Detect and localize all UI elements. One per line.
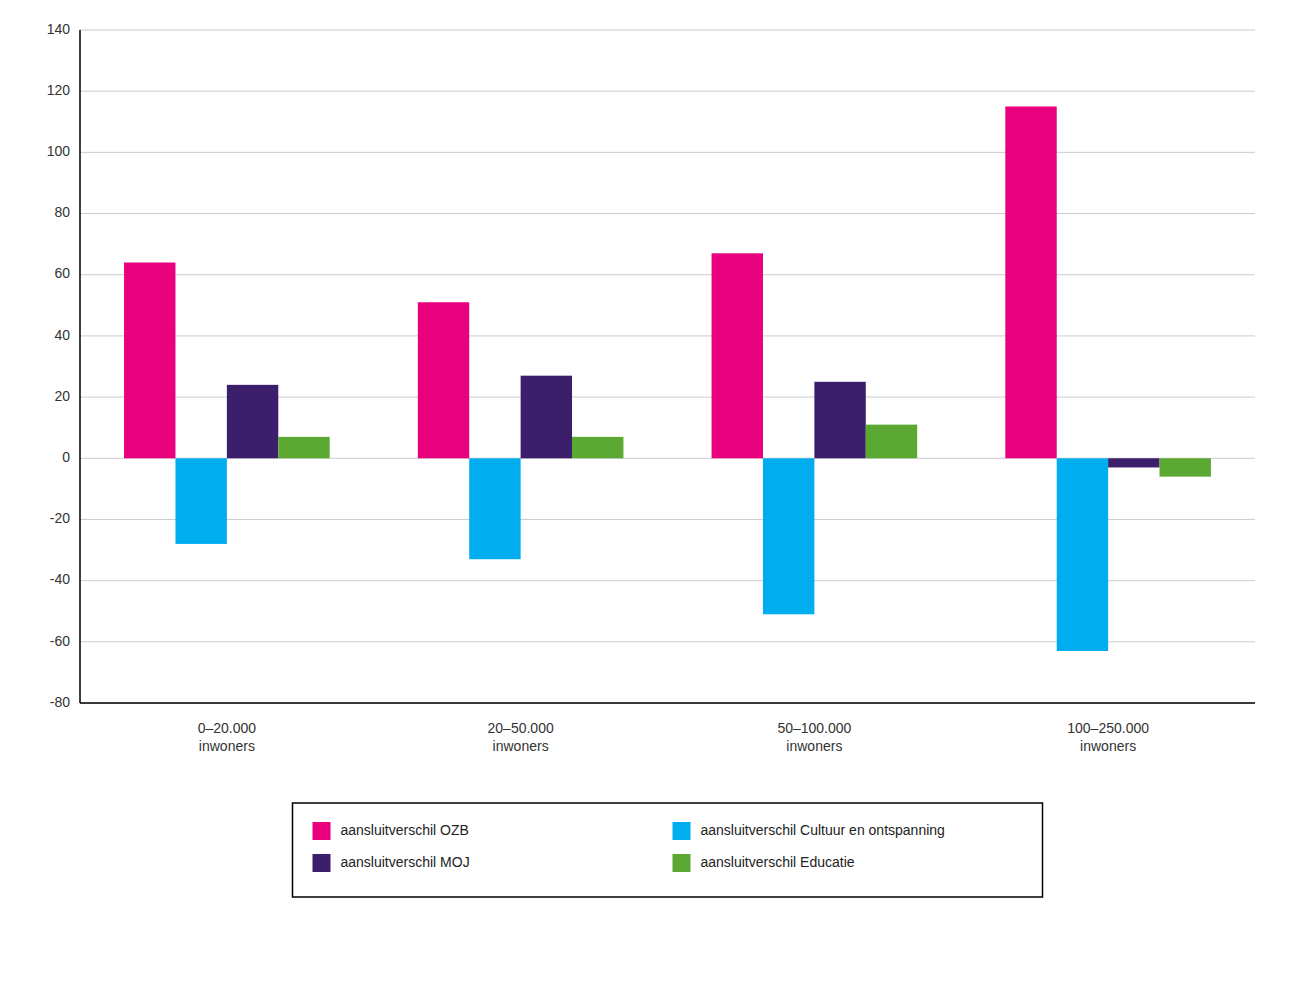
bar bbox=[227, 385, 278, 458]
legend-label: aansluitverschil Educatie bbox=[701, 854, 855, 870]
x-axis-line bbox=[80, 702, 1255, 704]
bar bbox=[1057, 458, 1108, 651]
y-tick-label: 80 bbox=[54, 204, 70, 220]
legend-label: aansluitverschil MOJ bbox=[341, 854, 470, 870]
y-tick-label: -20 bbox=[50, 510, 70, 526]
bar bbox=[763, 458, 814, 614]
x-tick-label: 100–250.000inwoners bbox=[1067, 720, 1149, 754]
x-tick-label: 0–20.000inwoners bbox=[198, 720, 257, 754]
y-tick-label: 100 bbox=[47, 143, 71, 159]
bar bbox=[175, 458, 226, 544]
grid-line bbox=[80, 703, 1255, 704]
bar bbox=[278, 437, 329, 458]
bar bbox=[572, 437, 623, 458]
legend-swatch bbox=[673, 822, 691, 840]
bar bbox=[418, 302, 469, 458]
legend: aansluitverschil OZB aansluitverschil Cul… bbox=[293, 803, 1043, 897]
y-tick-label: 20 bbox=[54, 388, 70, 404]
legend-frame bbox=[293, 803, 1043, 897]
y-tick-label: 40 bbox=[54, 327, 70, 343]
legend-swatch bbox=[673, 854, 691, 872]
y-tick-label: 140 bbox=[47, 21, 71, 37]
bars bbox=[124, 106, 1211, 651]
bar bbox=[1108, 458, 1159, 467]
legend-label: aansluitverschil Cultuur en ontspanning bbox=[701, 822, 945, 838]
y-tick-label: -60 bbox=[50, 633, 70, 649]
bar bbox=[469, 458, 520, 559]
bar bbox=[521, 376, 572, 459]
grid-line bbox=[80, 30, 1255, 31]
bar bbox=[124, 262, 175, 458]
legend-swatch bbox=[313, 854, 331, 872]
y-tick-label: -80 bbox=[50, 694, 70, 710]
y-tick-label: 0 bbox=[62, 449, 70, 465]
grid bbox=[80, 30, 1255, 703]
legend-label: aansluitverschil OZB bbox=[341, 822, 469, 838]
bar bbox=[712, 253, 763, 458]
bar bbox=[814, 382, 865, 458]
x-ticks: 0–20.000inwoners 20–50.000inwoners 50–100.… bbox=[198, 720, 1150, 754]
x-tick-label: 50–100.000inwoners bbox=[777, 720, 851, 754]
y-tick-label: 60 bbox=[54, 265, 70, 281]
y-axis-line bbox=[79, 30, 81, 703]
grid-line bbox=[80, 91, 1255, 92]
bar bbox=[866, 425, 917, 459]
bar bbox=[1160, 458, 1211, 476]
grid-line bbox=[80, 213, 1255, 214]
grid-line bbox=[80, 152, 1255, 153]
grid-line bbox=[80, 335, 1255, 336]
y-tick-label: 120 bbox=[47, 82, 71, 98]
x-tick-label: 20–50.000inwoners bbox=[488, 720, 554, 754]
bar bbox=[1005, 106, 1056, 458]
grid-line bbox=[80, 274, 1255, 275]
y-tick-label: -40 bbox=[50, 571, 70, 587]
chart: -80 -60 -40 -20 0 20 40 60 80 100 120 140 0–20.000in… bbox=[0, 0, 1295, 1003]
legend-swatch bbox=[313, 822, 331, 840]
chart-container: -80 -60 -40 -20 0 20 40 60 80 100 120 140 0–20.000in… bbox=[0, 0, 1295, 1003]
y-ticks: -80 -60 -40 -20 0 20 40 60 80 100 120 140 bbox=[47, 21, 71, 710]
